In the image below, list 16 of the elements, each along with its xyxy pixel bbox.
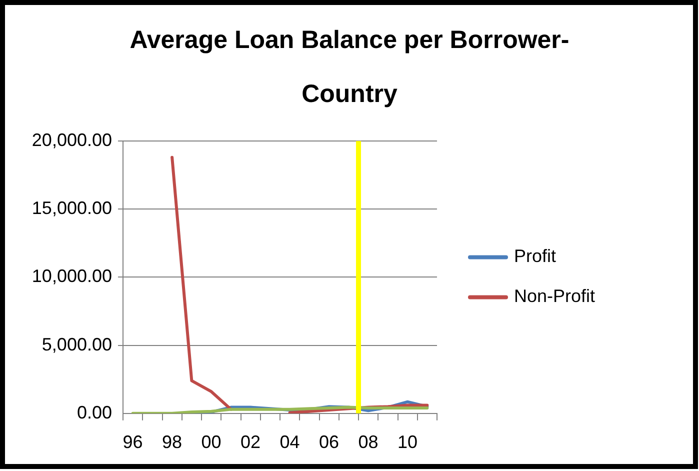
x-tick-label: 00 — [201, 432, 222, 452]
y-tick-label: 0.00 — [76, 402, 112, 422]
x-tick-label: 06 — [319, 432, 340, 452]
chart-title: Average Loan Balance per Borrower-Country — [128, 25, 570, 110]
x-tick-label: 96 — [122, 432, 143, 452]
y-tick-label: 15,000.00 — [32, 198, 112, 218]
x-tick-label: 08 — [358, 432, 378, 452]
x-tick-label: 10 — [398, 432, 418, 452]
x-tick-label: 98 — [162, 432, 182, 452]
x-tick-label: 02 — [240, 432, 261, 452]
y-tick-label: 5,000.00 — [42, 334, 112, 354]
x-tick-label: 04 — [280, 432, 300, 452]
legend-label: Profit — [514, 246, 556, 266]
y-tick-label: 10,000.00 — [32, 266, 112, 286]
legend-label: Non-Profit — [514, 286, 596, 306]
y-tick-label: 20,000.00 — [32, 130, 112, 150]
